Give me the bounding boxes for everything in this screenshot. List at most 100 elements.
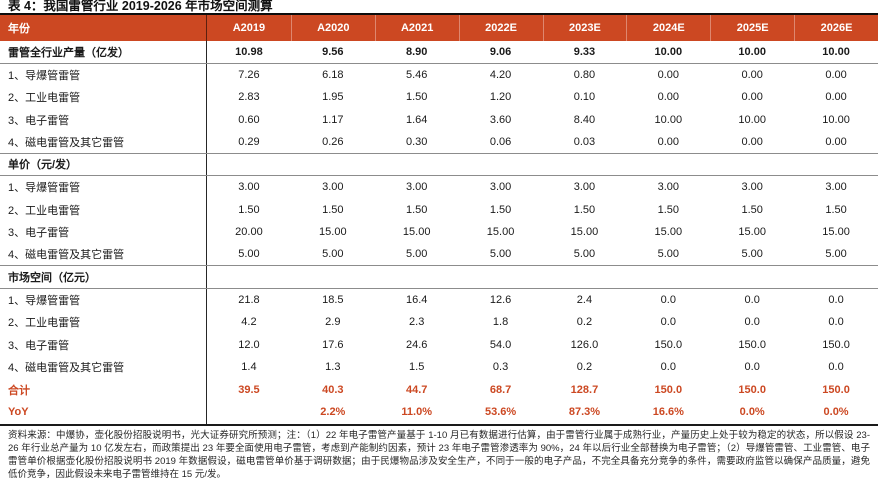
cell-value: 0.00	[657, 135, 680, 148]
table-row: 3、电子雷管 12.0 17.6 24.6 54.0 126.0 150.0 150.0 150…	[0, 333, 878, 356]
cell-value: 0.0%	[823, 406, 849, 419]
cell-value: 1.50	[405, 91, 428, 104]
table-row: 3、电子雷管 20.00 15.00 15.00 15.00 15.00 15.00 15.0…	[0, 221, 878, 244]
table-row: 3、电子雷管 0.60 1.17 1.64 3.60 8.40 10.00 10.00 10.0…	[0, 108, 878, 131]
table-row: 1、导爆管雷管 3.00 3.00 3.00 3.00 3.00 3.00 3.00 3.00	[0, 176, 878, 199]
table-row: 2、工业电雷管 1.50 1.50 1.50 1.50 1.50 1.50 1.50 1.50	[0, 198, 878, 221]
row-label: 2、工业电雷管	[0, 198, 207, 221]
cell-value: 0.0%	[739, 406, 765, 419]
cell-value: 3.00	[573, 181, 596, 194]
row-label: 3、电子雷管	[0, 333, 207, 356]
cell-value	[291, 266, 375, 288]
column-header: A2020	[290, 15, 375, 41]
cell-value: 15.00	[738, 226, 766, 239]
cell-value	[710, 266, 794, 288]
column-header: A2021	[374, 15, 459, 41]
cell-value: 9.33	[573, 45, 596, 58]
cell-value: 0.06	[489, 135, 512, 148]
table-row: YoY 2.2% 11.0% 53.6% 87.3% 16.6% 0.0% 0.0%	[0, 401, 878, 424]
cell-value: 0.00	[825, 135, 847, 148]
cell-value: 10.00	[822, 45, 850, 58]
cell-value: 150.0	[738, 383, 766, 396]
cell-value: 1.3	[325, 361, 341, 374]
cell-value: 0.0	[660, 293, 676, 306]
row-label: 雷管全行业产量（亿发）	[0, 41, 207, 63]
cell-value	[375, 154, 459, 176]
table-row: 1、导爆管雷管 21.8 18.5 16.4 12.6 2.4 0.0 0.0 0.0	[0, 288, 878, 311]
cell-value	[459, 154, 543, 176]
cell-value: 0.0	[828, 293, 844, 306]
cell-value: 4.20	[489, 68, 512, 81]
cell-value: 128.7	[570, 383, 599, 396]
cell-value: 2.2%	[320, 406, 346, 419]
cell-value	[207, 266, 291, 288]
row-label: 2、工业电雷管	[0, 86, 207, 109]
cell-value: 0.00	[657, 68, 680, 81]
cell-value: 1.64	[405, 113, 428, 126]
cell-value: 8.90	[405, 45, 428, 58]
cell-value: 0.0	[660, 361, 676, 374]
cell-value: 1.8	[492, 316, 509, 329]
cell-value: 0.26	[322, 135, 344, 148]
cell-value	[207, 154, 291, 176]
cell-value: 15.00	[570, 226, 599, 239]
column-header: 2026E	[794, 15, 878, 41]
cell-value: 68.7	[489, 383, 512, 396]
cell-value: 9.56	[322, 45, 344, 58]
cell-value: 0.30	[405, 135, 428, 148]
cell-value: 3.00	[405, 181, 428, 194]
cell-value: 3.00	[489, 181, 512, 194]
row-label: 1、导爆管雷管	[0, 176, 207, 199]
cell-value: 0.00	[741, 135, 763, 148]
cell-value: 17.6	[322, 338, 344, 351]
column-header: 2024E	[626, 15, 710, 41]
cell-value: 3.00	[741, 181, 763, 194]
source-note: 资料来源：中爆协，壶化股份招股说明书，光大证券研究所预测；注：（1）22 年电子…	[8, 430, 870, 481]
cell-value: 126.0	[570, 338, 599, 351]
cell-value: 0.0	[828, 316, 844, 329]
row-label: 4、磁电雷管及其它雷管	[0, 243, 207, 265]
cell-value: 9.06	[489, 45, 512, 58]
row-label: 1、导爆管雷管	[0, 63, 207, 86]
cell-value: 12.0	[238, 338, 260, 351]
cell-value: 6.18	[322, 68, 344, 81]
cell-value: 0.0	[744, 316, 760, 329]
cell-value: 15.00	[822, 226, 850, 239]
cell-value: 5.00	[322, 248, 344, 261]
cell-value: 1.17	[322, 113, 344, 126]
cell-value: 1.4	[241, 361, 257, 374]
row-label: 市场空间（亿元）	[0, 266, 207, 288]
title-underline	[0, 13, 878, 15]
cell-value	[375, 266, 459, 288]
cell-value: 87.3%	[568, 406, 601, 419]
cell-value: 16.4	[405, 293, 428, 306]
table-body: 雷管全行业产量（亿发） 10.98 9.56 8.90 9.06 9.33 10.00 10.…	[0, 41, 878, 424]
cell-value: 16.6%	[652, 406, 684, 419]
column-header: A2019	[232, 22, 266, 34]
cell-value: 53.6%	[484, 406, 517, 419]
cell-value: 0.10	[573, 91, 596, 104]
row-label: 1、导爆管雷管	[0, 288, 207, 311]
cell-value: 15.00	[402, 226, 431, 239]
row-label: 合计	[0, 378, 207, 401]
cell-value: 0.29	[238, 135, 260, 148]
cell-value	[291, 154, 375, 176]
table-title: 表 4：我国雷管行业 2019-2026 年市场空间测算	[8, 0, 273, 13]
row-label: 4、磁电雷管及其它雷管	[0, 131, 207, 153]
table-header-row: 年份 A2019 A2020 A2021 2022E 2023E 2024E 2…	[0, 15, 878, 41]
cell-value: 39.5	[238, 383, 260, 396]
cell-value: 3.00	[322, 181, 344, 194]
table-row: 2、工业电雷管 4.2 2.9 2.3 1.8 0.2 0.0 0.0 0.0	[0, 311, 878, 334]
cell-value: 10.00	[822, 113, 850, 126]
column-header: 2025E	[710, 15, 794, 41]
cell-value: 5.00	[238, 248, 260, 261]
column-header: 2023E	[542, 15, 627, 41]
cell-value	[794, 154, 878, 176]
cell-value: 2.3	[409, 316, 425, 329]
cell-value: 5.00	[573, 248, 596, 261]
column-header: 2022E	[458, 15, 543, 41]
cell-value: 3.00	[238, 181, 260, 194]
cell-value: 0.00	[741, 91, 763, 104]
cell-value: 2.9	[325, 316, 341, 329]
cell-value: 0.60	[238, 113, 260, 126]
